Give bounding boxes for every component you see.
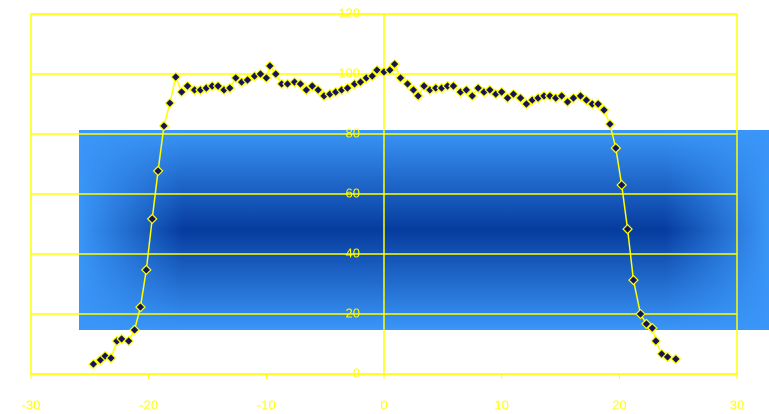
y-tick-label: 0 [353, 365, 360, 380]
y-tick-label: 40 [346, 245, 360, 260]
chart: 0 20 40 60 80 100 120 -30 -20 -10 0 10 20 30 [0, 0, 769, 414]
x-tick-label: 10 [494, 397, 508, 412]
x-tick-label: 30 [730, 397, 744, 412]
y-tick-label: 100 [338, 65, 360, 80]
data-point [165, 99, 174, 108]
data-point [159, 121, 168, 130]
x-tick-label: -30 [22, 397, 41, 412]
x-tick-label: -20 [139, 397, 158, 412]
data-point [605, 120, 614, 129]
x-tick-label: 0 [380, 397, 387, 412]
y-tick-label: 80 [346, 125, 360, 140]
y-tick-label: 60 [346, 185, 360, 200]
beam-image-core [79, 130, 769, 330]
data-point [651, 337, 660, 346]
data-point [671, 355, 680, 364]
x-tick-label: 20 [612, 397, 626, 412]
y-tick-label: 20 [346, 305, 360, 320]
y-tick-label: 120 [338, 5, 360, 20]
x-tick-label: -10 [257, 397, 276, 412]
